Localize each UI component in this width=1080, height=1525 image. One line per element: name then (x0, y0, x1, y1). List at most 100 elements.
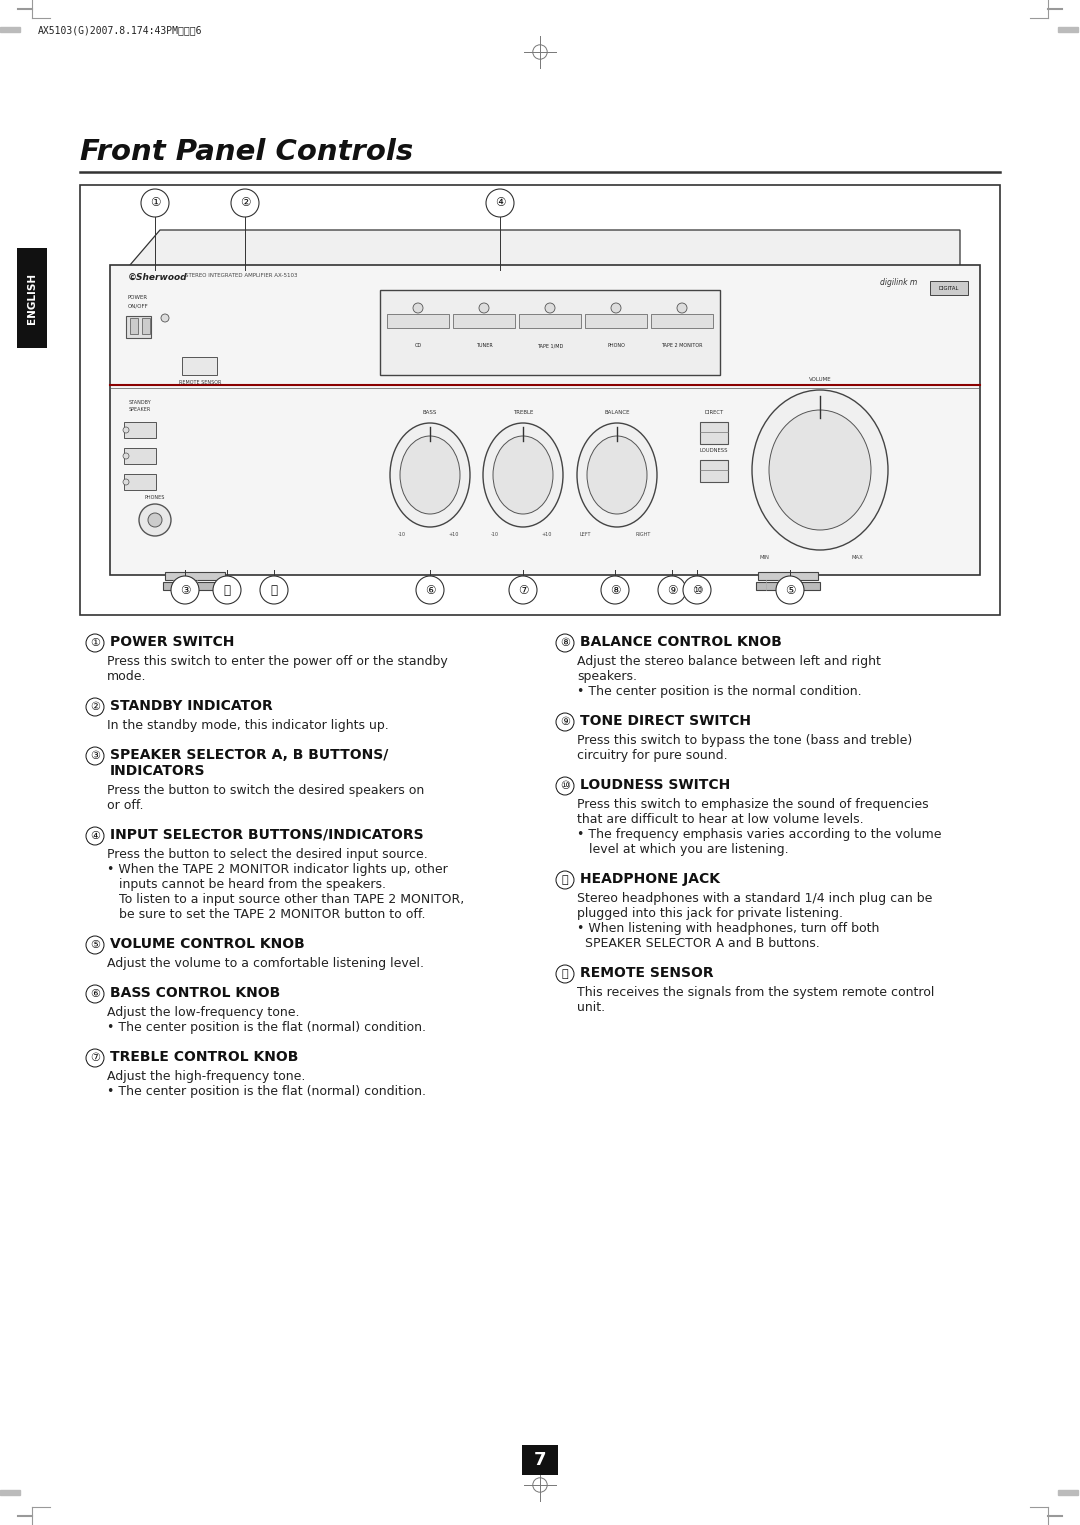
Circle shape (556, 634, 573, 653)
Text: ⑤: ⑤ (90, 939, 100, 950)
Circle shape (556, 714, 573, 730)
Ellipse shape (400, 436, 460, 514)
Text: digilink m: digilink m (880, 278, 917, 287)
Ellipse shape (390, 422, 470, 528)
Text: mode.: mode. (107, 669, 147, 683)
Circle shape (556, 871, 573, 889)
Circle shape (486, 189, 514, 217)
Text: ⑪: ⑪ (224, 584, 230, 596)
Text: ⑧: ⑧ (561, 637, 570, 648)
Text: MAX: MAX (852, 555, 864, 560)
Text: STANDBY INDICATOR: STANDBY INDICATOR (110, 698, 273, 714)
Text: inputs cannot be heard from the speakers.: inputs cannot be heard from the speakers… (107, 878, 386, 891)
Text: ④: ④ (90, 831, 100, 840)
Text: 7: 7 (534, 1450, 546, 1469)
Circle shape (148, 512, 162, 528)
Text: ③: ③ (90, 750, 100, 761)
Circle shape (777, 576, 804, 604)
Polygon shape (130, 230, 960, 270)
Text: that are difficult to hear at low volume levels.: that are difficult to hear at low volume… (577, 813, 864, 827)
Text: In the standby mode, this indicator lights up.: In the standby mode, this indicator ligh… (107, 718, 389, 732)
Circle shape (556, 778, 573, 795)
Text: ①: ① (150, 197, 160, 209)
Ellipse shape (483, 422, 563, 528)
Bar (130, 319, 138, 334)
Text: Press this switch to enter the power off or the standby: Press this switch to enter the power off… (107, 656, 448, 668)
Text: CD: CD (415, 343, 421, 348)
Text: ①: ① (90, 637, 100, 648)
Text: ON/OFF: ON/OFF (127, 303, 148, 308)
Text: TAPE 2 MONITOR: TAPE 2 MONITOR (661, 343, 703, 348)
Text: -10: -10 (491, 532, 499, 537)
Circle shape (683, 576, 711, 604)
Text: This receives the signals from the system remote control: This receives the signals from the syste… (577, 987, 934, 999)
Text: REMOTE SENSOR: REMOTE SENSOR (580, 965, 714, 981)
Circle shape (123, 427, 129, 433)
Text: plugged into this jack for private listening.: plugged into this jack for private liste… (577, 907, 843, 920)
Circle shape (161, 314, 168, 322)
Text: ⑦: ⑦ (517, 584, 528, 596)
Bar (700, 461, 728, 482)
Text: BASS CONTROL KNOB: BASS CONTROL KNOB (110, 987, 280, 1000)
Circle shape (86, 634, 104, 653)
Bar (80, 185, 1000, 615)
Circle shape (509, 576, 537, 604)
Bar (0, 27, 21, 32)
Text: circuitry for pure sound.: circuitry for pure sound. (577, 749, 728, 762)
Text: ⑩: ⑩ (692, 584, 702, 596)
Text: Adjust the low-frequency tone.: Adjust the low-frequency tone. (107, 1006, 299, 1019)
Text: +10: +10 (448, 532, 458, 537)
Text: ⑥: ⑥ (424, 584, 435, 596)
Ellipse shape (492, 436, 553, 514)
Text: ⑨: ⑨ (666, 584, 677, 596)
Ellipse shape (752, 390, 888, 551)
Bar (165, 572, 225, 580)
Text: VOLUME CONTROL KNOB: VOLUME CONTROL KNOB (110, 936, 305, 952)
Circle shape (123, 453, 129, 459)
Circle shape (231, 189, 259, 217)
Text: ③: ③ (179, 584, 190, 596)
Bar (756, 583, 820, 590)
Bar (522, 1446, 558, 1475)
Text: LEFT: LEFT (579, 532, 591, 537)
Text: Press the button to select the desired input source.: Press the button to select the desired i… (107, 848, 428, 862)
Ellipse shape (588, 436, 647, 514)
Text: ②: ② (90, 702, 100, 712)
Text: ⑦: ⑦ (90, 1052, 100, 1063)
Text: REMOTE SENSOR: REMOTE SENSOR (179, 380, 221, 384)
Text: ⑥: ⑥ (90, 990, 100, 999)
Text: TAPE 1/MD: TAPE 1/MD (537, 343, 563, 348)
Circle shape (260, 576, 288, 604)
Text: SPEAKER SELECTOR A and B buttons.: SPEAKER SELECTOR A and B buttons. (577, 936, 820, 950)
Text: Press this switch to emphasize the sound of frequencies: Press this switch to emphasize the sound… (577, 798, 929, 811)
Text: Adjust the high-frequency tone.: Adjust the high-frequency tone. (107, 1071, 306, 1083)
Text: LOUDNESS SWITCH: LOUDNESS SWITCH (580, 778, 730, 791)
Text: ⑤: ⑤ (785, 584, 795, 596)
Text: ②: ② (240, 197, 251, 209)
Circle shape (139, 503, 171, 535)
Text: ④: ④ (495, 197, 505, 209)
Circle shape (677, 303, 687, 313)
Ellipse shape (577, 422, 657, 528)
Text: ⑩: ⑩ (561, 781, 570, 791)
Text: PHONO: PHONO (607, 343, 625, 348)
Text: POWER: POWER (127, 294, 148, 300)
Bar (124, 474, 156, 490)
Bar (124, 422, 156, 438)
Text: PHONES: PHONES (145, 496, 165, 500)
Circle shape (141, 189, 168, 217)
Ellipse shape (769, 410, 870, 531)
Bar (0, 1490, 21, 1494)
Bar (651, 314, 713, 328)
Bar (110, 265, 980, 575)
Text: TREBLE: TREBLE (513, 410, 534, 415)
Bar (183, 357, 217, 375)
Circle shape (416, 576, 444, 604)
Bar (17, 249, 48, 348)
Text: speakers.: speakers. (577, 669, 637, 683)
Text: MIN: MIN (760, 555, 770, 560)
Text: SPEAKER: SPEAKER (129, 407, 151, 412)
Bar (380, 290, 720, 375)
Text: level at which you are listening.: level at which you are listening. (577, 843, 788, 856)
Circle shape (86, 1049, 104, 1067)
